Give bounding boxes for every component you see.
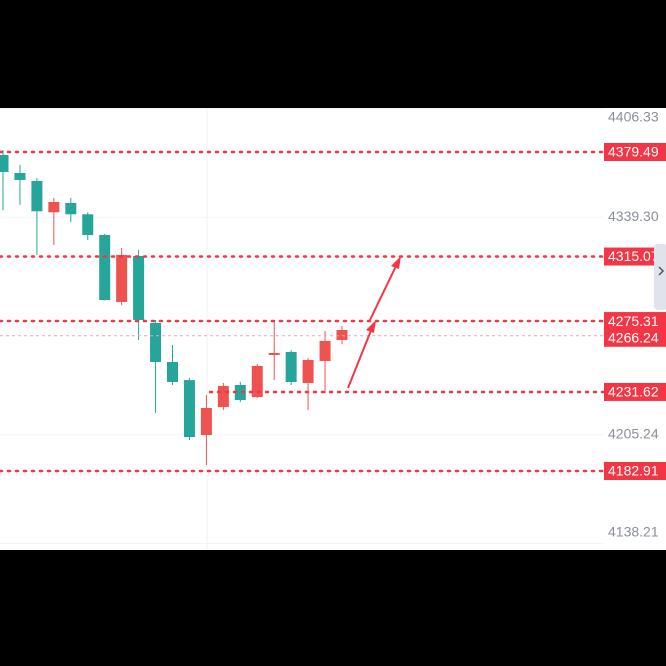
- price-label-box: [604, 247, 666, 266]
- candle-body: [133, 255, 145, 320]
- candle-body: [302, 359, 314, 383]
- price-label-box: [604, 142, 666, 161]
- candle-body: [65, 202, 77, 215]
- price-label: 4266.24: [608, 329, 659, 345]
- candle-body: [200, 407, 212, 435]
- price-label-box: [604, 328, 666, 347]
- plot-layer: 4406.33 4339.30 4205.24 4138.21 4379.49 4315.…: [0, 107, 666, 545]
- candle-body: [183, 380, 195, 438]
- chart-background: [0, 108, 666, 550]
- candle-body: [31, 180, 43, 212]
- candle-body: [48, 201, 60, 213]
- arrow-head: [366, 320, 376, 333]
- candle-body: [251, 365, 263, 397]
- arrow: [369, 263, 398, 321]
- price-label: 4315.07: [608, 248, 659, 264]
- candle-body: [99, 234, 111, 300]
- candle-body: [116, 254, 128, 302]
- candle-body: [167, 361, 178, 382]
- price-label-box: [604, 312, 666, 331]
- price-label: 4231.62: [608, 384, 659, 400]
- candle-body: [217, 385, 229, 407]
- y-tick-label: 4339.30: [608, 208, 659, 224]
- candle-body: [14, 172, 26, 180]
- collapse-tab[interactable]: [654, 244, 666, 310]
- candle-body: [319, 340, 331, 361]
- arrows: [347, 256, 401, 389]
- candle-body: [234, 384, 246, 400]
- price-label: 4379.49: [608, 144, 659, 160]
- price-label-box: [604, 382, 666, 401]
- price-label: 4275.31: [608, 313, 659, 329]
- candle-body: [0, 154, 9, 172]
- collapse-button[interactable]: [654, 244, 666, 310]
- candle-body: [336, 329, 348, 340]
- price-label-box: [604, 462, 666, 481]
- y-tick-label: 4406.33: [608, 109, 659, 125]
- arrow: [347, 327, 373, 389]
- price-label: 4182.91: [608, 463, 659, 479]
- y-tick-label: 4138.21: [608, 524, 659, 540]
- arrow-head: [391, 256, 401, 269]
- candle-body: [285, 351, 297, 382]
- y-tick-label: 4205.24: [608, 425, 659, 441]
- candle-body: [268, 352, 280, 355]
- candle-body: [82, 214, 94, 235]
- collapse-icon: [658, 266, 665, 276]
- candle-body: [150, 322, 162, 362]
